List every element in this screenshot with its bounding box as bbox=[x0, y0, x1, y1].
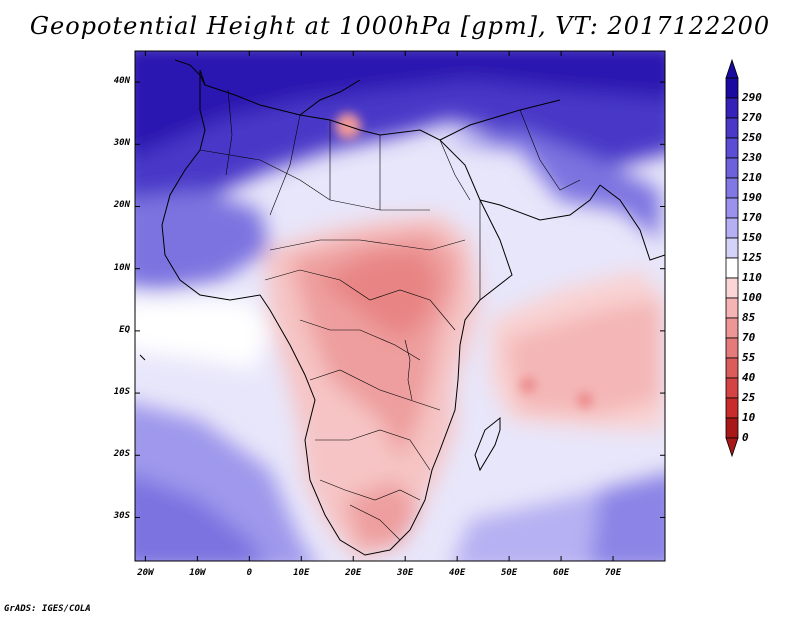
lat-tick-label: 20N bbox=[113, 200, 130, 211]
colorbar-label: 40 bbox=[742, 371, 756, 384]
lon-tick-label: 40E bbox=[449, 568, 466, 578]
lat-tick-label: EQ bbox=[119, 324, 130, 335]
colorbar-max-arrow bbox=[725, 58, 739, 79]
lon-tick-label: 10E bbox=[293, 568, 310, 578]
colorbar-swatch bbox=[725, 117, 739, 139]
colorbar-swatch bbox=[725, 177, 739, 199]
colorbar-label: 25 bbox=[742, 391, 756, 404]
colorbar-label: 210 bbox=[742, 171, 762, 184]
colorbar-swatch bbox=[725, 157, 739, 179]
colorbar-label: 85 bbox=[742, 311, 756, 324]
lat-tick-label: 30S bbox=[113, 511, 130, 522]
colorbar-swatch bbox=[725, 357, 739, 379]
lat-tick-label: 20S bbox=[113, 449, 130, 460]
map-frame bbox=[134, 50, 666, 562]
lon-tick-label: 0 bbox=[246, 568, 253, 578]
lon-tick-label: 20E bbox=[345, 568, 362, 578]
colorbar-swatch bbox=[725, 77, 739, 99]
colorbar-swatch bbox=[725, 397, 739, 419]
lat-tick-label: 40N bbox=[113, 76, 130, 87]
colorbar-label: 10 bbox=[742, 411, 756, 424]
colorbar-label: 150 bbox=[742, 231, 762, 244]
lon-tick-label: 60E bbox=[552, 568, 570, 578]
colorbar-label: 100 bbox=[742, 291, 762, 304]
colorbar-label: 290 bbox=[742, 91, 762, 104]
colorbar-swatch bbox=[725, 297, 739, 319]
colorbar-swatch bbox=[725, 97, 739, 119]
colorbar-swatch bbox=[725, 377, 739, 399]
colorbar-label: 55 bbox=[742, 351, 756, 364]
colorbar-label: 170 bbox=[742, 211, 762, 224]
lat-tick-label: 30N bbox=[113, 138, 130, 149]
colorbar-swatch bbox=[725, 317, 739, 339]
colorbar-swatch bbox=[725, 237, 739, 259]
colorbar-min-arrow bbox=[725, 437, 739, 458]
chart-title: Geopotential Height at 1000hPa [gpm], VT… bbox=[29, 12, 771, 40]
lat-tick-label: 10N bbox=[113, 262, 130, 273]
colorbar-swatch bbox=[725, 217, 739, 239]
borders bbox=[199, 89, 581, 541]
colorbar-label: 190 bbox=[742, 191, 762, 204]
colorbar-swatch bbox=[725, 337, 739, 359]
lon-tick-label: 20W bbox=[137, 568, 154, 578]
lat-tick-label: 10S bbox=[113, 387, 130, 398]
colorbar-label: 0 bbox=[742, 431, 749, 444]
coastlines bbox=[139, 59, 665, 556]
colorbar-swatch bbox=[725, 257, 739, 279]
credit-text: GrADS: IGES/COLA bbox=[4, 604, 91, 614]
colorbar-label: 125 bbox=[742, 251, 762, 264]
colorbar-swatch bbox=[725, 197, 739, 219]
colorbar-label: 230 bbox=[742, 151, 762, 164]
lon-tick-label: 10W bbox=[189, 568, 206, 578]
colorbar-swatch bbox=[725, 137, 739, 159]
colorbar bbox=[725, 58, 739, 458]
colorbar-swatch bbox=[725, 277, 739, 299]
height-field bbox=[135, 51, 665, 561]
lon-tick-label: 30E bbox=[397, 568, 414, 578]
colorbar-label: 270 bbox=[742, 111, 762, 124]
lon-tick-label: 50E bbox=[500, 568, 518, 578]
lon-tick-label: 70E bbox=[604, 568, 622, 578]
colorbar-swatch bbox=[725, 417, 739, 439]
colorbar-label: 70 bbox=[742, 331, 756, 344]
colorbar-label: 110 bbox=[742, 271, 762, 284]
colorbar-label: 250 bbox=[742, 131, 762, 144]
